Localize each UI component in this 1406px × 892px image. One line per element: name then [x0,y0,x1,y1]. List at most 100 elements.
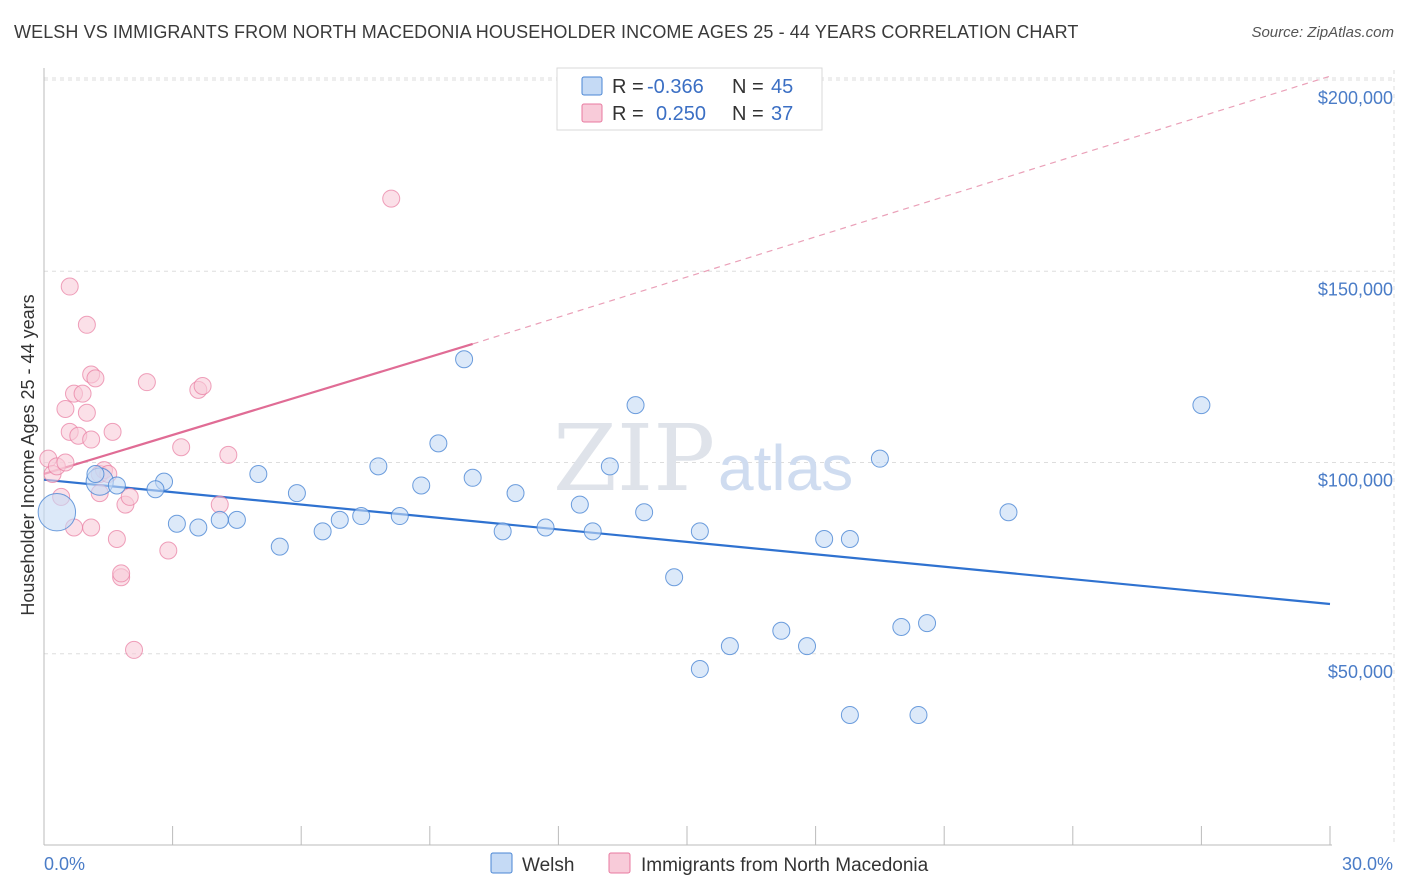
macedonia-points [39,189,401,659]
welsh-point-18 [412,476,431,495]
macedonia-point-28 [125,640,144,659]
legend-r-value-macedonia: 0.250 [656,103,706,125]
welsh-point-30 [665,568,684,587]
welsh-point-24 [536,518,555,537]
macedonia-trend-line [43,342,473,476]
macedonia-point-7 [60,277,79,296]
macedonia-point-25 [112,564,131,583]
x-tick-label-0: 0.0% [44,854,85,874]
legend-swatch-macedonia [581,103,603,123]
legend-n-label-welsh: N = [732,76,764,98]
y-tick-label-1: $100,000 [1318,471,1393,491]
welsh-point-33 [720,637,739,656]
welsh-point-38 [840,530,859,548]
welsh-point-25 [570,495,589,514]
macedonia-point-11 [73,384,92,403]
welsh-point-42 [918,614,937,633]
welsh-point-8 [210,510,229,529]
welsh-point-41 [909,705,928,724]
macedonia-point-33 [193,377,212,395]
macedonia-trend-extension [472,75,1331,345]
bottom-legend-welsh: Welsh [522,855,574,876]
welsh-point-28 [626,396,645,415]
welsh-point-32 [690,660,709,679]
welsh-point-5 [146,480,165,499]
legend-r-value-welsh: -0.366 [647,76,704,98]
macedonia-point-22 [103,422,122,441]
welsh-point-13 [313,522,332,541]
macedonia-point-15 [82,518,101,537]
y-axis-label: Householder Income Ages 25 - 44 years [18,294,38,615]
bottom-legend-macedonia: Immigrants from North Macedonia [641,855,929,876]
y-tick-label-0: $50,000 [1328,662,1393,682]
welsh-point-14 [330,510,349,529]
y-tick-label-3: $200,000 [1318,88,1393,108]
welsh-point-2 [86,464,105,483]
welsh-point-17 [390,507,409,526]
welsh-point-34 [772,621,791,640]
series-legend: Welsh Immigrants from North Macedonia [490,852,929,876]
legend-r-label-welsh: R = [612,76,644,98]
macedonia-point-36 [382,189,401,208]
legend-swatch-welsh [581,76,603,96]
macedonia-point-14 [82,430,101,449]
welsh-points [37,350,1211,724]
macedonia-point-34 [210,495,229,514]
welsh-point-12 [287,484,306,503]
welsh-point-19 [429,434,448,453]
welsh-point-6 [167,514,186,533]
welsh-trend-line [43,478,1331,606]
welsh-point-10 [249,464,268,483]
welsh-point-36 [815,530,834,548]
bottom-legend-swatch-welsh [490,852,513,874]
welsh-point-3 [107,476,126,495]
correlation-legend: R = -0.366 N = 45 R = 0.250 N = 37 [556,67,823,131]
macedonia-point-31 [172,438,191,457]
welsh-point-15 [352,507,371,526]
y-tick-labels: $50,000 $100,000 $150,000 $200,000 [1318,88,1393,682]
welsh-point-31 [690,522,709,541]
watermark: ZIP atlas [553,405,853,512]
macedonia-point-17 [86,369,105,388]
welsh-point-29 [635,503,654,522]
welsh-point-39 [870,449,889,468]
macedonia-point-35 [219,445,238,464]
y-tick-label-2: $150,000 [1318,279,1393,299]
welsh-point-9 [227,510,246,529]
welsh-point-43 [999,503,1018,522]
welsh-point-37 [840,705,859,724]
macedonia-point-13 [77,315,96,334]
trend-lines [43,75,1331,606]
welsh-point-20 [455,350,474,369]
watermark-zip: ZIP [553,405,715,512]
watermark-atlas: atlas [718,432,853,504]
welsh-point-7 [189,518,208,537]
x-tick-label-1: 30.0% [1342,854,1393,874]
welsh-point-23 [506,484,525,503]
legend-n-value-welsh: 45 [771,76,793,98]
macedonia-point-29 [137,373,156,392]
welsh-point-27 [600,457,619,476]
welsh-point-21 [463,468,482,487]
chart-title: WELSH VS IMMIGRANTS FROM NORTH MACEDONIA… [14,22,1079,42]
macedonia-point-4 [56,453,75,472]
welsh-point-35 [798,637,817,656]
bottom-legend-swatch-macedonia [608,852,631,874]
macedonia-point-30 [159,541,178,560]
macedonia-point-12 [77,403,96,422]
legend-n-value-macedonia: 37 [771,103,793,125]
welsh-point-40 [892,617,911,636]
welsh-point-22 [493,522,512,541]
legend-r-label-macedonia: R = [612,103,644,125]
welsh-point-44 [1192,396,1211,415]
x-tick-labels: 0.0% 30.0% [44,854,1393,874]
welsh-point-0 [37,493,77,532]
welsh-point-26 [583,522,602,541]
welsh-point-16 [369,457,388,476]
macedonia-point-27 [120,487,139,506]
welsh-point-11 [270,537,289,556]
macedonia-point-5 [56,399,75,418]
macedonia-point-23 [107,530,126,548]
legend-n-label-macedonia: N = [732,103,764,125]
